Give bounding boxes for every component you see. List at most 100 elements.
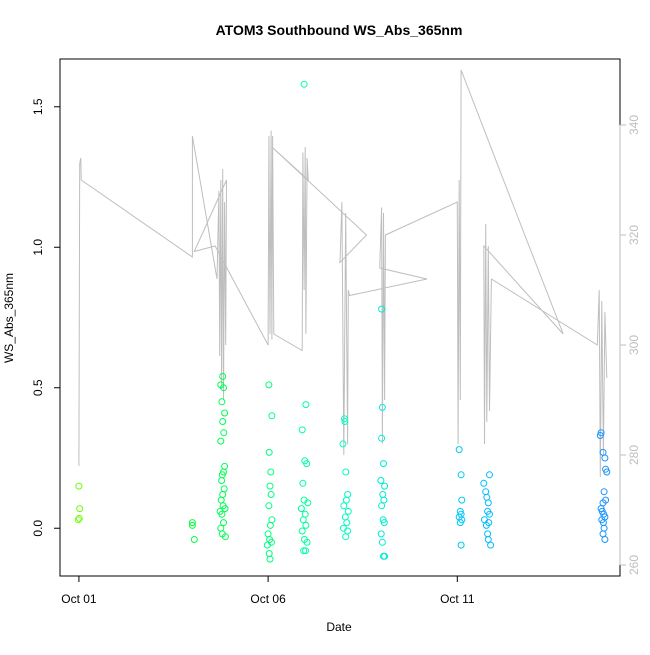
data-point (217, 524, 225, 532)
data-point (380, 519, 388, 527)
data-point (486, 471, 493, 479)
data-point (264, 530, 272, 538)
data-point (220, 429, 228, 437)
axes-layer: 0.0 0.5 1.0 1.5 260 280 300 320 340 Oct 01 Oct 06 O… (31, 98, 641, 606)
data-point (341, 418, 349, 425)
data-point (486, 510, 493, 518)
data-point (599, 530, 607, 538)
data-point (601, 536, 609, 543)
data-point (298, 426, 306, 434)
data-point (600, 488, 608, 496)
data-point (381, 552, 389, 560)
data-point (265, 381, 273, 389)
data-point (303, 538, 311, 546)
x-tick-label: Oct 01 (61, 592, 97, 606)
data-point (341, 513, 349, 521)
data-point (596, 432, 604, 439)
data-point (378, 305, 386, 313)
y2-tick-label: 340 (627, 115, 641, 135)
data-point (302, 547, 310, 555)
data-point (268, 516, 276, 524)
data-point (603, 468, 611, 476)
data-point (265, 502, 273, 510)
y2-tick-label: 320 (627, 225, 641, 245)
data-point (342, 468, 350, 476)
data-point (458, 496, 466, 504)
data-point (597, 429, 605, 437)
data-point (221, 409, 229, 417)
data-point (75, 482, 83, 490)
data-point (342, 496, 350, 504)
data-point (265, 448, 273, 456)
data-point (266, 555, 274, 563)
data-point (457, 471, 465, 479)
x-tick-label: Oct 06 (250, 592, 286, 606)
data-point (74, 516, 82, 524)
data-point (484, 536, 492, 543)
data-point (381, 482, 389, 490)
data-point (378, 403, 386, 411)
y-axis-label: WS_Abs_365nm (2, 273, 16, 363)
right-axis-line-layer (78, 69, 608, 478)
data-point (304, 499, 312, 507)
data-point (221, 533, 229, 541)
x-axis-label: Date (326, 620, 352, 634)
data-point (265, 550, 273, 557)
data-point (456, 519, 464, 527)
data-point (484, 499, 492, 507)
data-point (267, 491, 275, 498)
data-point (302, 401, 310, 409)
data-point (299, 516, 307, 524)
scatter-points-layer (74, 80, 611, 563)
data-point (601, 454, 609, 462)
data-point (219, 373, 227, 380)
data-point (188, 519, 196, 527)
data-point (266, 521, 274, 529)
data-point (303, 460, 311, 468)
data-point (377, 477, 385, 484)
data-point (483, 493, 491, 501)
data-point (380, 496, 388, 504)
data-point (218, 510, 226, 518)
data-point (480, 479, 488, 487)
y-tick-label: 0.5 (31, 379, 45, 396)
y-tick-label: 1.5 (31, 98, 45, 115)
data-point (217, 437, 225, 445)
data-point (298, 527, 306, 535)
data-point (218, 477, 226, 484)
data-point (300, 547, 308, 555)
data-point (378, 538, 386, 546)
x-tick-label: Oct 11 (440, 592, 475, 606)
data-point (266, 482, 274, 490)
data-point (268, 412, 276, 420)
data-point (600, 524, 608, 532)
data-point (457, 541, 465, 549)
data-point (341, 415, 348, 423)
plot-frame (59, 58, 621, 577)
data-point (220, 485, 228, 493)
data-point (487, 541, 495, 549)
data-point (220, 519, 227, 527)
data-point (340, 502, 348, 510)
data-point (339, 440, 347, 448)
right-axis-series-line (78, 69, 608, 478)
data-point (344, 507, 352, 515)
data-point (378, 502, 386, 510)
data-point (220, 384, 227, 392)
data-point (76, 505, 84, 513)
chart-title: ATOM3 Southbound WS_Abs_365nm (216, 22, 463, 38)
data-point (267, 468, 275, 476)
data-point (343, 519, 351, 527)
data-point (482, 488, 490, 496)
data-point (379, 491, 387, 498)
data-point (297, 505, 305, 513)
data-point (219, 491, 227, 498)
data-point (344, 491, 352, 498)
data-point (221, 462, 229, 470)
data-point (301, 510, 309, 518)
data-point (218, 398, 226, 406)
data-point (190, 536, 198, 543)
data-point (299, 479, 307, 487)
